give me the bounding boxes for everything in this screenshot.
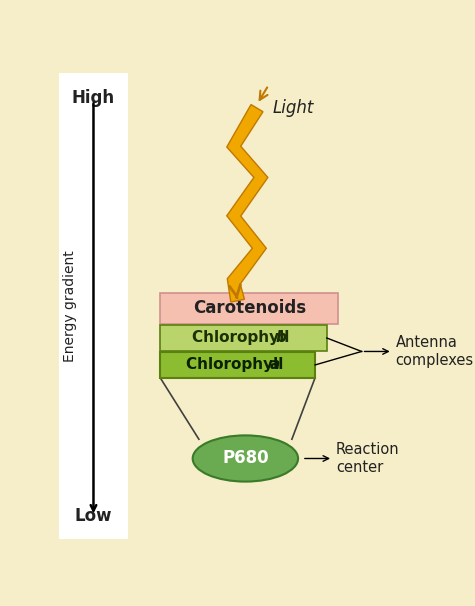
Text: b: b [276, 330, 287, 345]
Polygon shape [227, 105, 268, 302]
Text: P680: P680 [222, 450, 269, 467]
Text: Reaction
center: Reaction center [336, 442, 399, 474]
Text: Energy gradient: Energy gradient [63, 250, 77, 362]
Bar [59, 73, 128, 539]
Text: Carotenoids: Carotenoids [193, 299, 306, 318]
Text: Low: Low [75, 507, 112, 525]
Text: a: a [270, 358, 280, 373]
Text: Chlorophyll: Chlorophyll [192, 330, 295, 345]
Text: High: High [72, 89, 115, 107]
Ellipse shape [193, 435, 298, 482]
Text: Light: Light [273, 99, 314, 117]
Text: Chlorophyll: Chlorophyll [186, 358, 289, 373]
Bar [160, 325, 327, 351]
Bar [160, 293, 338, 324]
Bar [160, 352, 315, 378]
Text: Antenna
complexes: Antenna complexes [396, 335, 474, 368]
